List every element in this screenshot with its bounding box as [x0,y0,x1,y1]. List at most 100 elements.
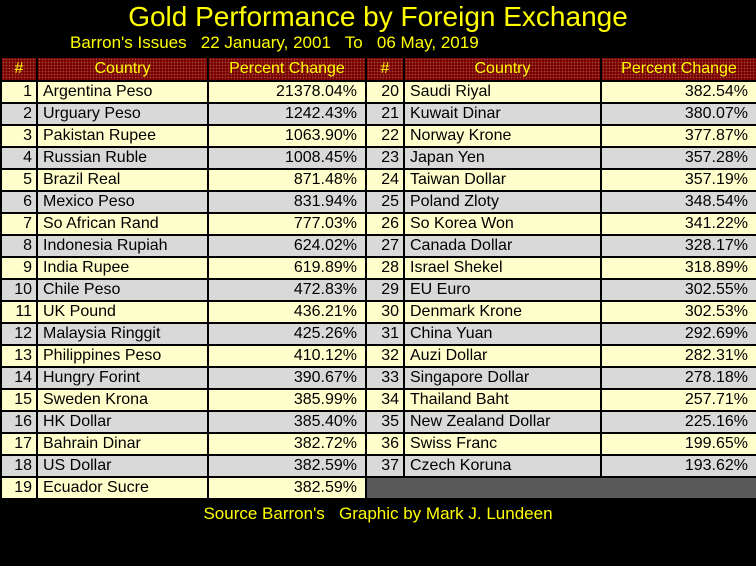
country-cell: EU Euro [403,278,602,302]
table-row: 18 US Dollar 382.59% 37 Czech Koruna 193.62% [0,454,756,478]
country-cell: Saudi Riyal [403,80,602,104]
percent-change-cell: 302.55% [600,278,756,302]
rank-cell: 16 [0,410,38,434]
rank-cell: 8 [0,234,38,258]
percent-change-cell: 472.83% [207,278,367,302]
rank-cell: 29 [365,278,405,302]
rank-cell: 9 [0,256,38,280]
percent-change-cell: 348.54% [600,190,756,214]
rank-cell: 28 [365,256,405,280]
country-cell: India Rupee [36,256,209,280]
col-header-pct-right: Percent Change [600,56,756,82]
percent-change-cell: 831.94% [207,190,367,214]
rank-cell: 23 [365,146,405,170]
country-cell: China Yuan [403,322,602,346]
rank-cell: 34 [365,388,405,412]
percent-change-cell: 1242.43% [207,102,367,126]
country-cell: Poland Zloty [403,190,602,214]
country-cell: Hungry Forint [36,366,209,390]
rank-cell: 13 [0,344,38,368]
country-cell: Russian Ruble [36,146,209,170]
rank-cell: 26 [365,212,405,236]
country-cell: Philippines Peso [36,344,209,368]
country-cell: Chile Peso [36,278,209,302]
rank-cell: 21 [365,102,405,126]
table-row: 9 India Rupee 619.89% 28 Israel Shekel 318.89… [0,256,756,280]
country-cell: Pakistan Rupee [36,124,209,148]
table-row: 8 Indonesia Rupiah 624.02% 27 Canada Dollar 3… [0,234,756,258]
col-header-country-right: Country [403,56,602,82]
rank-cell: 22 [365,124,405,148]
country-cell: Ecuador Sucre [36,476,209,500]
rank-cell: 12 [0,322,38,346]
percent-change-cell: 777.03% [207,212,367,236]
percent-change-cell: 257.71% [600,388,756,412]
country-cell: Brazil Real [36,168,209,192]
table-body: 1 Argentina Peso 21378.04% 20 Saudi Riyal 382… [0,80,756,500]
table-row: 10 Chile Peso 472.83% 29 EU Euro 302.55% [0,278,756,302]
percent-change-cell: 282.31% [600,344,756,368]
country-cell: Indonesia Rupiah [36,234,209,258]
table-row: 1 Argentina Peso 21378.04% 20 Saudi Riyal 382… [0,80,756,104]
rank-cell: 32 [365,344,405,368]
country-cell: Sweden Krona [36,388,209,412]
percent-change-cell: 385.40% [207,410,367,434]
rank-cell: 37 [365,454,405,478]
percent-change-cell: 382.59% [207,454,367,478]
country-cell: Argentina Peso [36,80,209,104]
percent-change-cell: 341.22% [600,212,756,236]
country-cell: So Korea Won [403,212,602,236]
table-row: 16 HK Dollar 385.40% 35 New Zealand Dollar 22… [0,410,756,434]
table-row: 11 UK Pound 436.21% 30 Denmark Krone 302.53% [0,300,756,324]
table-row: 13 Philippines Peso 410.12% 32 Auzi Dollar 28… [0,344,756,368]
percent-change-cell: 871.48% [207,168,367,192]
rank-cell: 31 [365,322,405,346]
rank-cell: 19 [0,476,38,500]
table-row: 7 So African Rand 777.03% 26 So Korea Won 341… [0,212,756,236]
country-cell: Bahrain Dinar [36,432,209,456]
rank-cell: 2 [0,102,38,126]
source-credit: Source Barron's Graphic by Mark J. Lunde… [203,504,553,523]
table-row: 17 Bahrain Dinar 382.72% 36 Swiss Franc 199.6… [0,432,756,456]
country-cell: Taiwan Dollar [403,168,602,192]
page-title: Gold Performance by Foreign Exchange [128,1,628,32]
percent-change-cell: 382.72% [207,432,367,456]
rank-cell: 25 [365,190,405,214]
rank-cell: 20 [365,80,405,104]
percent-change-cell: 1008.45% [207,146,367,170]
rank-cell: 27 [365,234,405,258]
rank-cell: 35 [365,410,405,434]
rank-cell: 18 [0,454,38,478]
table-row: 4 Russian Ruble 1008.45% 23 Japan Yen 357.28% [0,146,756,170]
percent-change-cell: 357.19% [600,168,756,192]
rank-cell: 4 [0,146,38,170]
rank-cell: 6 [0,190,38,214]
percent-change-cell: 382.59% [207,476,367,500]
country-cell: UK Pound [36,300,209,324]
percent-change-cell: 380.07% [600,102,756,126]
rank-cell: 7 [0,212,38,236]
country-cell: Swiss Franc [403,432,602,456]
rank-cell: 3 [0,124,38,148]
percent-change-cell: 21378.04% [207,80,367,104]
country-cell: Canada Dollar [403,234,602,258]
percent-change-cell: 193.62% [600,454,756,478]
rank-cell: 10 [0,278,38,302]
country-cell: Japan Yen [403,146,602,170]
percent-change-cell: 619.89% [207,256,367,280]
percent-change-cell: 385.99% [207,388,367,412]
rank-cell: 1 [0,80,38,104]
percent-change-cell: 328.17% [600,234,756,258]
percent-change-cell: 302.53% [600,300,756,324]
country-cell: Urguary Peso [36,102,209,126]
country-cell: Malaysia Ringgit [36,322,209,346]
percent-change-cell: 436.21% [207,300,367,324]
col-header-rank-left: # [0,56,38,82]
col-header-rank-right: # [365,56,405,82]
rank-cell: 11 [0,300,38,324]
rank-cell: 24 [365,168,405,192]
country-cell: Israel Shekel [403,256,602,280]
percent-change-cell: 225.16% [600,410,756,434]
country-cell: So African Rand [36,212,209,236]
